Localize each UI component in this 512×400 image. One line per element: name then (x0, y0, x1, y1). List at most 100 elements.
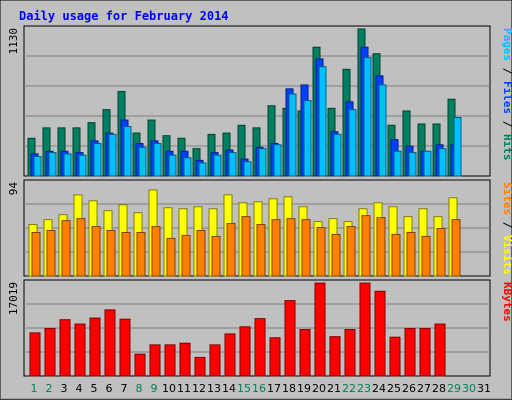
kbytes-bar (344, 329, 356, 377)
day-label: 24 (372, 382, 386, 395)
sites-bar (346, 226, 356, 277)
series-legend-item: / (501, 114, 512, 134)
series-legend-item: KBytes (501, 282, 512, 322)
sites-visits-panel: 94 Sites / Visits (7, 179, 512, 277)
day-label: 6 (106, 382, 113, 395)
kbytes-bar (224, 333, 236, 377)
series-legend-item: / (501, 215, 512, 235)
sites-bar (436, 228, 446, 277)
ymax-label: 1130 (7, 28, 20, 55)
day-label: 11 (177, 382, 191, 395)
pages-bar (213, 154, 222, 177)
pages-bar (393, 150, 402, 177)
series-legend-item: Files (501, 81, 512, 114)
sites-bar (301, 219, 311, 277)
kbytes-bar (419, 327, 431, 377)
day-label: 17 (267, 382, 281, 395)
kbytes-bar (239, 326, 251, 377)
series-legend-item: Sites (501, 182, 512, 215)
sites-bar (166, 237, 176, 277)
pages-bar (138, 146, 147, 177)
day-label: 12 (192, 382, 206, 395)
pages-bar (363, 57, 372, 177)
day-label: 22 (342, 382, 356, 395)
day-label: 3 (61, 382, 68, 395)
day-label: 1 (31, 382, 38, 395)
pages-bar (48, 152, 57, 177)
kbytes-bar (89, 317, 101, 377)
hits-files-pages-panel: 1130 Pages / Files / Hits (7, 25, 512, 177)
pages-bar (33, 155, 42, 177)
sites-bar (241, 216, 251, 277)
pages-bar (153, 142, 162, 177)
kbytes-bar (44, 327, 56, 377)
pages-bar (198, 162, 207, 177)
sites-bar (136, 231, 146, 277)
sites-bar (331, 233, 341, 277)
sites-bar (361, 215, 371, 277)
pages-bar (273, 144, 282, 177)
kbytes-bar (404, 327, 416, 377)
day-label: 25 (387, 382, 401, 395)
kbytes-bar (254, 318, 266, 377)
sites-bar (316, 227, 326, 277)
day-label: 5 (91, 382, 98, 395)
day-label: 30 (462, 382, 476, 395)
day-label: 8 (136, 382, 143, 395)
sites-bar (46, 229, 56, 277)
sites-bar (106, 229, 116, 277)
kbytes-bar (284, 300, 296, 377)
pages-bar (348, 109, 357, 177)
series-legend: KBytes (501, 282, 512, 322)
kbytes-bar (374, 290, 386, 377)
pages-bar (108, 133, 117, 177)
day-label: 26 (402, 382, 416, 395)
day-label: 16 (252, 382, 266, 395)
kbytes-bar (134, 353, 146, 377)
kbytes-bar (74, 323, 86, 377)
day-label: 21 (327, 382, 341, 395)
pages-bar (453, 116, 462, 177)
pages-bar (333, 133, 342, 177)
day-label: 20 (312, 382, 326, 395)
ymax-label: 94 (7, 182, 20, 196)
sites-bar (286, 218, 296, 277)
day-label: 28 (432, 382, 446, 395)
sites-bar (61, 220, 71, 277)
kbytes-bar (299, 329, 311, 377)
series-legend-item: Pages (501, 28, 512, 61)
day-label: 27 (417, 382, 431, 395)
kbytes-bar (59, 319, 71, 377)
pages-bar (408, 152, 417, 177)
pages-bar (258, 148, 267, 177)
kbytes-bar (389, 336, 401, 377)
day-label: 9 (151, 382, 158, 395)
day-label: 14 (222, 382, 236, 395)
sites-bar (226, 223, 236, 277)
sites-bar (31, 231, 41, 277)
day-labels: 1 2 3 4 5 6 7 8 9 10 11 12 13 14 15 16 17 18 19 20 21 22 23 24 2… (31, 382, 492, 395)
sites-bar (406, 231, 416, 277)
day-label: 7 (121, 382, 128, 395)
sites-bar (91, 226, 101, 277)
sites-bar (121, 231, 131, 277)
pages-bar (438, 148, 447, 177)
pages-bar (318, 66, 327, 177)
pages-bar (183, 157, 192, 177)
series-legend-item: Visits (501, 235, 512, 275)
pages-bar (93, 142, 102, 177)
series-legend: Sites / Visits (501, 182, 512, 275)
sites-bar (181, 234, 191, 277)
day-label: 13 (207, 382, 221, 395)
kbytes-bar (314, 282, 326, 377)
pages-bar (168, 154, 177, 177)
series-legend: Pages / Files / Hits (501, 28, 512, 161)
sites-bar (421, 235, 431, 277)
day-label: 23 (357, 382, 371, 395)
ymax-label: 17019 (7, 282, 20, 315)
kbytes-bar (179, 342, 191, 377)
kbytes-bar (209, 344, 221, 377)
sites-bar (211, 235, 221, 277)
kbytes-bar (149, 344, 161, 377)
